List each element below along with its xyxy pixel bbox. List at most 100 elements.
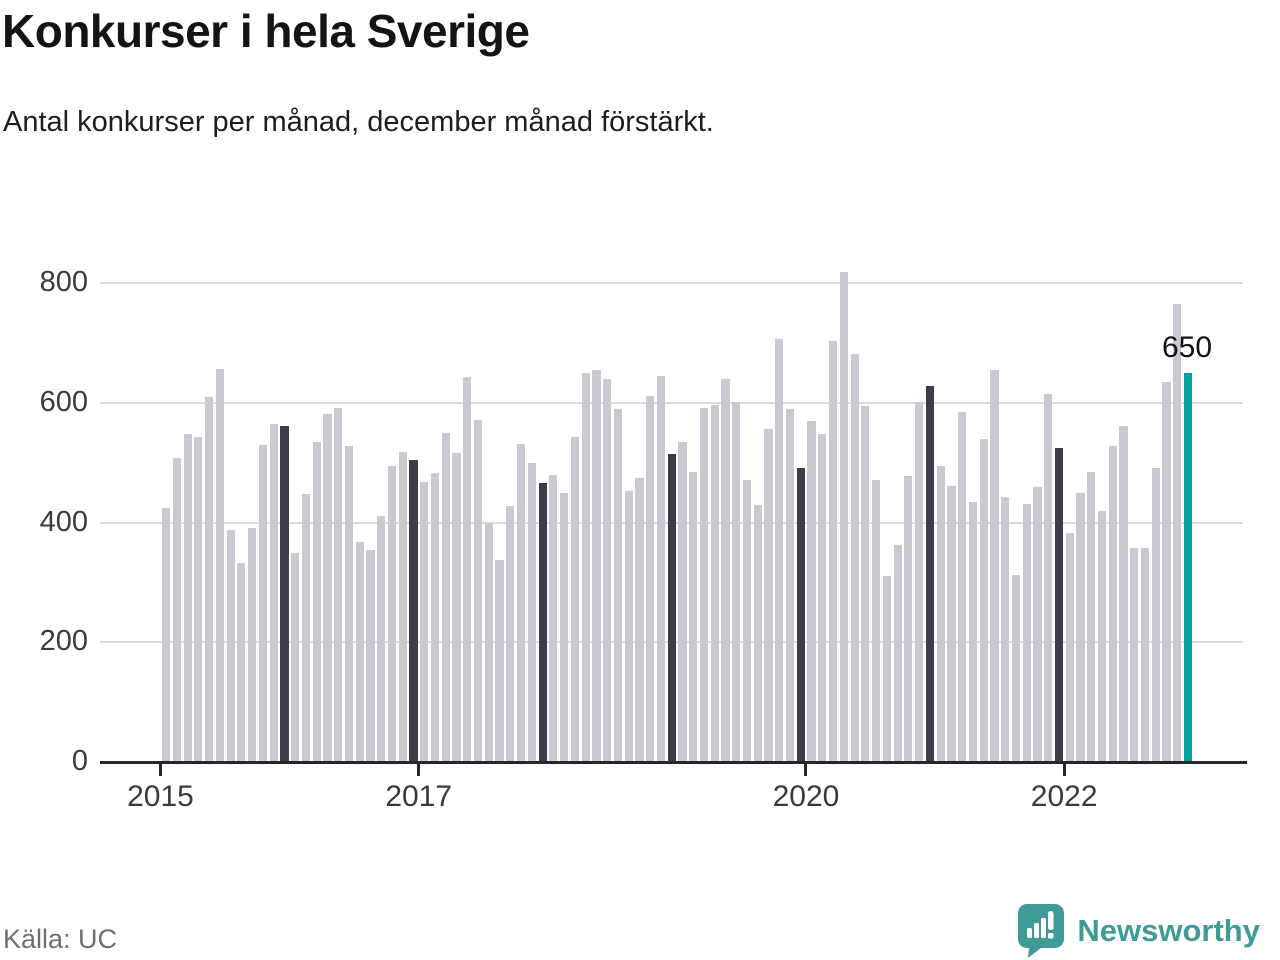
bar-2021-07 [1001, 497, 1010, 762]
newsworthy-logo-icon [1018, 904, 1065, 958]
bar-2020-07 [872, 479, 881, 762]
bar-2018-08 [624, 491, 633, 762]
bar-2022-01 [1065, 532, 1074, 762]
y-axis-label-200: 200 [39, 625, 88, 658]
bar-2016-07 [355, 542, 364, 762]
bar-2015-09 [248, 528, 257, 762]
newsworthy-logo: Newsworthy [1017, 904, 1260, 958]
bar-2020-01 [807, 421, 816, 762]
bar-2021-02 [947, 485, 956, 762]
bar-2019-11 [785, 408, 795, 762]
bar-2015-12 [280, 426, 289, 762]
x-axis-tick-2015 [159, 764, 162, 776]
bar-2018-04 [581, 372, 590, 762]
bar-2021-01 [936, 465, 945, 762]
y-axis-label-800: 800 [39, 266, 88, 298]
bar-2017-02 [430, 472, 440, 762]
bar-2020-11 [915, 401, 924, 762]
bar-2018-10 [646, 396, 655, 762]
bar-2020-06 [861, 406, 870, 762]
bar-2016-09 [377, 515, 386, 762]
bar-2017-12 [538, 482, 547, 762]
gridline-600 [100, 401, 1243, 404]
source-text: Källa: UC [3, 924, 118, 954]
bar-2017-09 [506, 506, 515, 762]
bar-2017-01 [420, 482, 429, 762]
bar-2017-10 [517, 444, 526, 762]
bar-2017-05 [463, 377, 472, 762]
bar-2019-02 [689, 471, 698, 762]
bar-2019-01 [678, 442, 687, 762]
bar-2015-10 [258, 444, 267, 762]
x-axis-tick-2020 [804, 764, 808, 776]
bar-2016-03 [312, 442, 321, 762]
x-axis-label-2020: 2020 [772, 780, 840, 813]
bar-2021-11 [1044, 394, 1053, 762]
bar-2015-01 [162, 507, 171, 762]
bar-2018-06 [603, 378, 612, 762]
bar-2021-09 [1022, 503, 1031, 762]
bar-2021-06 [990, 370, 999, 762]
bar-2021-10 [1033, 486, 1042, 762]
bar-2016-02 [301, 494, 311, 762]
y-axis-label-400: 400 [39, 505, 88, 538]
bar-2018-07 [613, 409, 623, 762]
x-axis-tick-2017 [417, 764, 421, 776]
x-axis-label-2017: 2017 [385, 780, 453, 813]
bar-2015-08 [237, 562, 246, 762]
latest-value-label: 650 [1162, 330, 1213, 364]
bar-2021-03 [958, 412, 967, 762]
x-axis-line [100, 760, 1247, 764]
bar-2022-08 [1140, 548, 1150, 762]
bar-2020-10 [904, 476, 913, 762]
bar-2018-01 [549, 474, 558, 762]
bar-2015-03 [183, 433, 192, 762]
bar-2022-10 [1162, 382, 1171, 762]
bar-2021-12 [1054, 448, 1064, 762]
y-axis-label-0: 0 [71, 745, 88, 777]
bar-2015-07 [226, 529, 235, 762]
bar-2020-04 [839, 272, 848, 762]
newsworthy-wordmark: Newsworthy [1077, 913, 1260, 948]
bar-2022-12 [1184, 372, 1193, 762]
bar-2019-06 [732, 401, 741, 762]
y-axis-label-600: 600 [39, 385, 88, 418]
bar-2018-02 [560, 493, 569, 762]
bar-2019-05 [721, 379, 730, 762]
bar-2021-08 [1011, 574, 1021, 762]
bar-2016-04 [323, 413, 332, 762]
bar-2015-06 [215, 368, 224, 762]
bar-2017-11 [527, 462, 536, 762]
bar-2021-04 [968, 502, 978, 762]
bar-2017-06 [473, 419, 483, 762]
bar-2018-12 [667, 453, 676, 762]
bar-2020-12 [925, 385, 934, 762]
bar-2020-09 [893, 544, 902, 762]
bar-2020-02 [818, 434, 827, 762]
bar-2015-02 [172, 457, 181, 762]
bar-2018-09 [635, 478, 644, 762]
bar-2017-03 [441, 432, 450, 762]
bar-2020-05 [850, 353, 859, 762]
bar-2022-04 [1097, 510, 1107, 762]
bar-2022-09 [1151, 468, 1160, 762]
bar-2020-08 [882, 576, 891, 762]
x-axis-label-2022: 2022 [1030, 780, 1098, 813]
bar-2018-05 [592, 370, 601, 762]
bar-2017-08 [495, 559, 504, 762]
bar-2015-04 [194, 437, 203, 762]
bar-2017-07 [484, 523, 493, 762]
bar-2016-10 [387, 466, 397, 762]
bar-2022-03 [1087, 471, 1096, 762]
bar-2019-12 [796, 468, 805, 762]
bar-2015-05 [205, 396, 214, 762]
bar-2022-06 [1119, 425, 1128, 762]
page-title: Konkurser i hela Sverige [2, 5, 530, 57]
gridline-800 [100, 282, 1243, 284]
bar-2017-04 [452, 453, 461, 762]
bar-2022-11 [1173, 303, 1182, 762]
bar-2019-10 [775, 339, 784, 762]
bar-2016-12 [409, 460, 418, 762]
bar-2022-05 [1108, 445, 1117, 762]
